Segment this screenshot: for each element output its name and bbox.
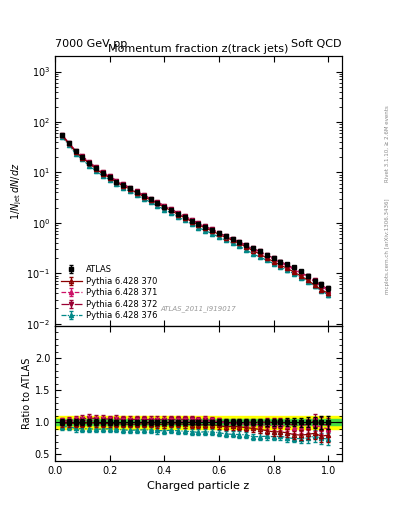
Title: Momentum fraction z(track jets): Momentum fraction z(track jets) xyxy=(108,44,288,54)
Text: Rivet 3.1.10, ≥ 2.6M events: Rivet 3.1.10, ≥ 2.6M events xyxy=(385,105,389,182)
Text: 7000 GeV pp: 7000 GeV pp xyxy=(55,38,127,49)
Text: Soft QCD: Soft QCD xyxy=(292,38,342,49)
Y-axis label: $1/N_\mathrm{jet}\,dN/dz$: $1/N_\mathrm{jet}\,dN/dz$ xyxy=(9,162,24,220)
Legend: ATLAS, Pythia 6.428 370, Pythia 6.428 371, Pythia 6.428 372, Pythia 6.428 376: ATLAS, Pythia 6.428 370, Pythia 6.428 37… xyxy=(59,264,159,322)
X-axis label: Charged particle z: Charged particle z xyxy=(147,481,250,491)
Y-axis label: Ratio to ATLAS: Ratio to ATLAS xyxy=(22,358,32,429)
Text: mcplots.cern.ch [arXiv:1306.3436]: mcplots.cern.ch [arXiv:1306.3436] xyxy=(385,198,389,293)
Text: ATLAS_2011_I919017: ATLAS_2011_I919017 xyxy=(161,306,236,312)
